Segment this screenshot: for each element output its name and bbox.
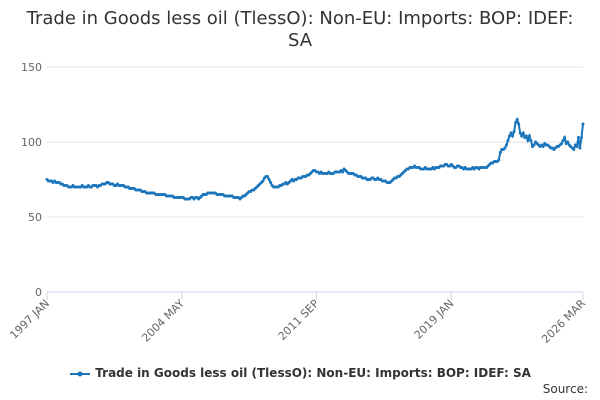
- data-point: [581, 122, 585, 126]
- y-tick-label: 150: [21, 61, 42, 74]
- data-point: [341, 170, 345, 174]
- data-point: [561, 139, 565, 142]
- data-point: [575, 145, 579, 148]
- data-point: [563, 136, 567, 139]
- data-point: [515, 118, 519, 121]
- data-point: [514, 121, 518, 124]
- data-point: [578, 146, 582, 150]
- data-point: [509, 131, 513, 135]
- data-point: [532, 143, 536, 147]
- y-tick-label: 0: [35, 286, 42, 299]
- data-point: [529, 139, 533, 142]
- data-point: [517, 122, 521, 126]
- data-point: [261, 179, 265, 183]
- x-tick-label: 2019 JAN: [412, 297, 457, 342]
- y-tick-label: 50: [28, 211, 42, 224]
- data-point: [511, 134, 515, 138]
- x-tick-label: 2011 SEP: [276, 297, 322, 343]
- x-tick-label: 2026 MAR: [539, 297, 588, 346]
- data-point: [506, 139, 510, 142]
- data-point: [518, 131, 522, 135]
- source: Source:: [542, 382, 588, 396]
- data-point: [541, 145, 545, 148]
- data-point: [566, 140, 570, 144]
- data-point: [579, 136, 583, 139]
- x-tick-label: 2004 MAY: [139, 297, 187, 345]
- data-point: [507, 134, 511, 138]
- data-point: [520, 134, 524, 138]
- data-point: [498, 151, 502, 154]
- data-point: [524, 134, 528, 138]
- data-point: [572, 148, 576, 151]
- data-point: [521, 131, 525, 135]
- data-point: [269, 181, 273, 184]
- x-tick-label: 1997 JAN: [7, 297, 52, 342]
- data-point: [560, 142, 564, 145]
- legend-label: Trade in Goods less oil (TlessO): Non-EU…: [95, 366, 531, 380]
- legend: Trade in Goods less oil (TlessO): Non-EU…: [0, 366, 600, 380]
- data-point: [512, 130, 516, 133]
- data-point: [503, 146, 507, 150]
- data-point: [527, 134, 531, 138]
- legend-symbol: [70, 371, 91, 376]
- data-point: [497, 158, 501, 162]
- data-point: [266, 175, 270, 178]
- data-point: [526, 139, 530, 142]
- data-point: [504, 143, 508, 147]
- chart-title: Trade in Goods less oil (TlessO): Non-EU…: [26, 8, 574, 51]
- y-tick-label: 100: [21, 136, 42, 149]
- legend-marker: [77, 371, 83, 376]
- data-point: [576, 136, 580, 139]
- data-point: [267, 178, 271, 181]
